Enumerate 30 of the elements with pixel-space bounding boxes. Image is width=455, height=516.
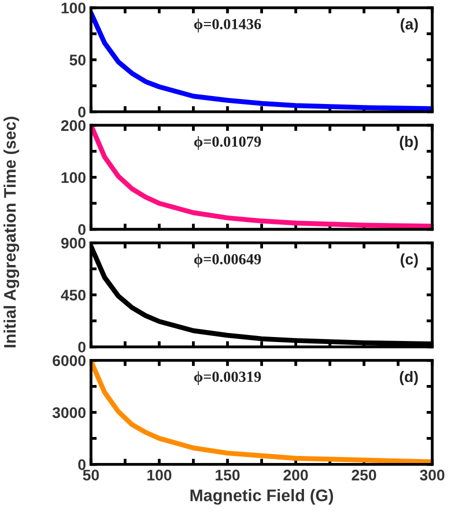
y-tick-label: 100 — [62, 2, 86, 14]
annotation: ϕ=0.01079 — [194, 136, 261, 150]
x-tick-label: 250 — [352, 470, 376, 480]
x-axis-title: Magnetic Field (G) — [190, 489, 334, 505]
line-series — [91, 360, 432, 464]
y-tick-label: 200 — [61, 120, 86, 131]
x-tick-label: 200 — [284, 470, 308, 480]
annotation: ϕ=0.00649 — [194, 254, 261, 268]
annotation: ϕ=0.01436 — [194, 18, 261, 32]
y-tick-label: 450 — [60, 290, 86, 301]
y-tick-label: 0 — [78, 459, 86, 470]
annotation: (a) — [400, 18, 418, 33]
y-axis-title: Initial Aggregation Time (sec) — [4, 116, 20, 348]
annotation: ϕ=0.00319 — [194, 371, 261, 385]
y-tick-label: 900 — [61, 238, 86, 249]
line-series — [91, 125, 432, 229]
x-tick-label: 150 — [216, 470, 240, 480]
line-series — [91, 244, 432, 346]
y-tick-label: 50 — [70, 54, 86, 66]
annotation: (b) — [400, 136, 418, 150]
y-tick-label: 100 — [62, 172, 86, 183]
x-tick-label: 300 — [420, 470, 444, 481]
x-tick-label: 100 — [147, 470, 172, 480]
y-tick-label: 0 — [78, 224, 86, 235]
y-tick-label: 0 — [78, 106, 86, 118]
y-tick-label: 6000 — [52, 355, 86, 366]
y-tick-label: 3000 — [52, 407, 86, 418]
annotation: (d) — [400, 370, 418, 386]
annotation: (c) — [400, 253, 418, 268]
y-tick-label: 0 — [78, 342, 86, 353]
